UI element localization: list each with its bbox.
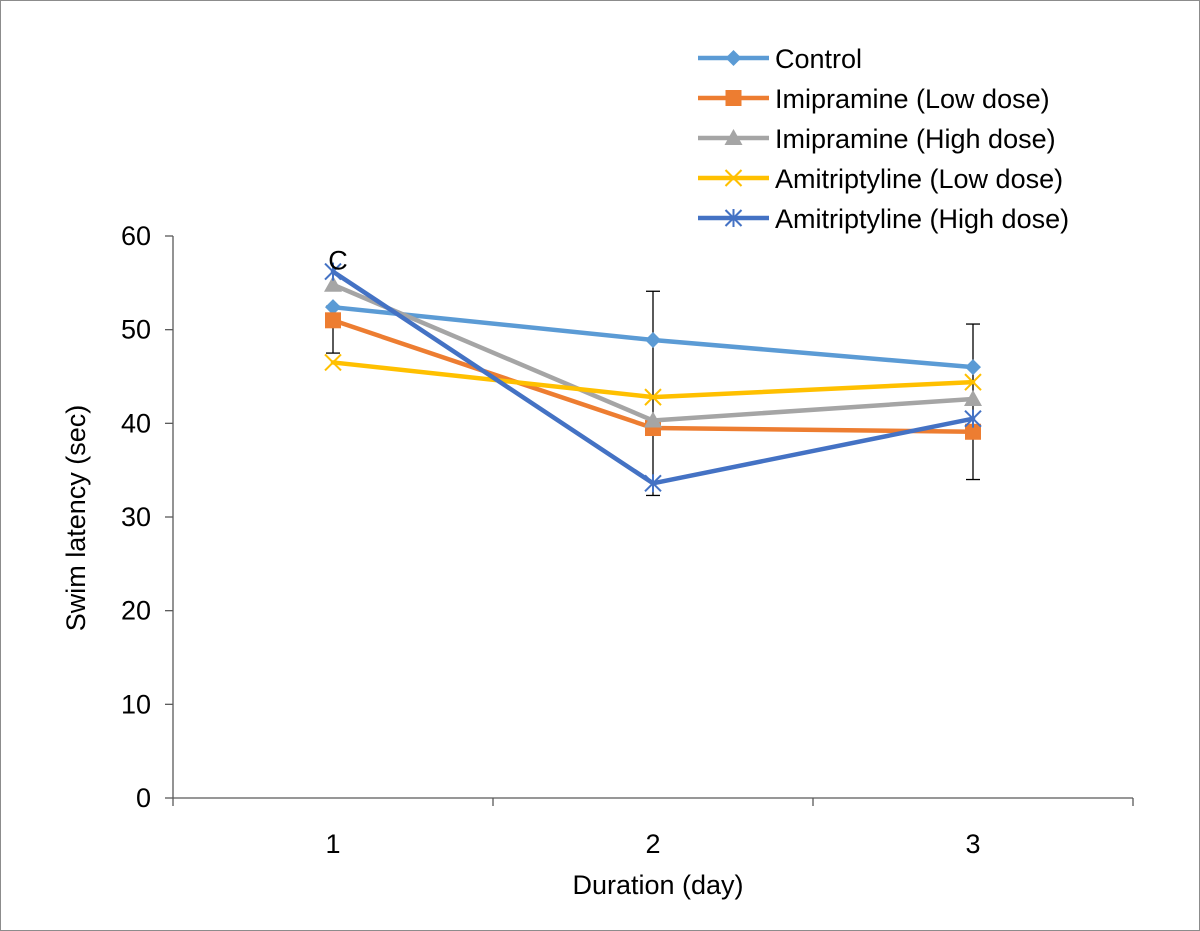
annotations: C [328,245,348,275]
legend-swatch-marker [725,90,742,106]
legend-entry: Imipramine (High dose) [698,124,1056,154]
x-axis-title: Duration (day) [572,870,743,900]
legend-label: Amitriptyline (Low dose) [775,164,1063,194]
data-point [964,373,982,391]
data-point [965,423,981,440]
y-tick-label: 30 [121,502,151,532]
y-tick-label: 40 [121,408,151,438]
series-1 [325,299,981,376]
series-3 [324,275,982,428]
y-tick-label: 60 [121,221,151,251]
legend-swatch-marker [724,209,743,227]
data-point [644,388,662,406]
series-4 [324,353,982,406]
annotation-label: C [328,245,348,275]
legend-swatch-marker [724,129,743,145]
series-5 [324,262,982,493]
data-point [644,474,662,493]
legend-label: Imipramine (High dose) [775,124,1056,154]
legend-entry: Control [698,44,862,74]
legend-swatch-marker [724,169,743,187]
data-point [324,275,342,292]
data-point [324,262,342,281]
legend: Control Imipramine (Low dose) Imipramine (… [698,44,1069,234]
data-point-stroke [324,353,342,372]
legend-label: Amitriptyline (High dose) [775,204,1069,234]
data-point-stroke [964,373,982,391]
x-tick-label: 2 [645,829,660,859]
series-lines [324,262,982,493]
y-tick-label: 10 [121,689,151,719]
legend-swatch-marker-stroke [724,169,743,187]
data-point [324,353,342,372]
axes: 0 10 20 30 40 50 60 1 2 3 [121,221,1134,859]
y-tick-label: 20 [121,596,151,626]
y-axis-title: Swim latency (sec) [61,405,91,632]
x-tick-label: 3 [965,829,980,859]
data-point-stroke [644,388,662,406]
series-2 [325,312,981,440]
legend-swatch-marker [725,50,742,66]
y-tick-label: 50 [121,315,151,345]
y-tick-label: 0 [136,783,151,813]
data-point [645,331,661,348]
data-point [644,411,662,428]
legend-entry: Amitriptyline (Low dose) [698,164,1063,194]
x-tick-label: 1 [325,829,340,859]
legend-entry: Amitriptyline (High dose) [698,204,1069,234]
data-point [964,409,982,428]
legend-label: Control [775,44,862,74]
legend-label: Imipramine (Low dose) [775,84,1050,114]
data-point [965,359,981,376]
data-point [325,312,341,329]
data-point [325,299,341,316]
legend-entry: Imipramine (Low dose) [698,84,1050,114]
data-point [964,389,982,406]
